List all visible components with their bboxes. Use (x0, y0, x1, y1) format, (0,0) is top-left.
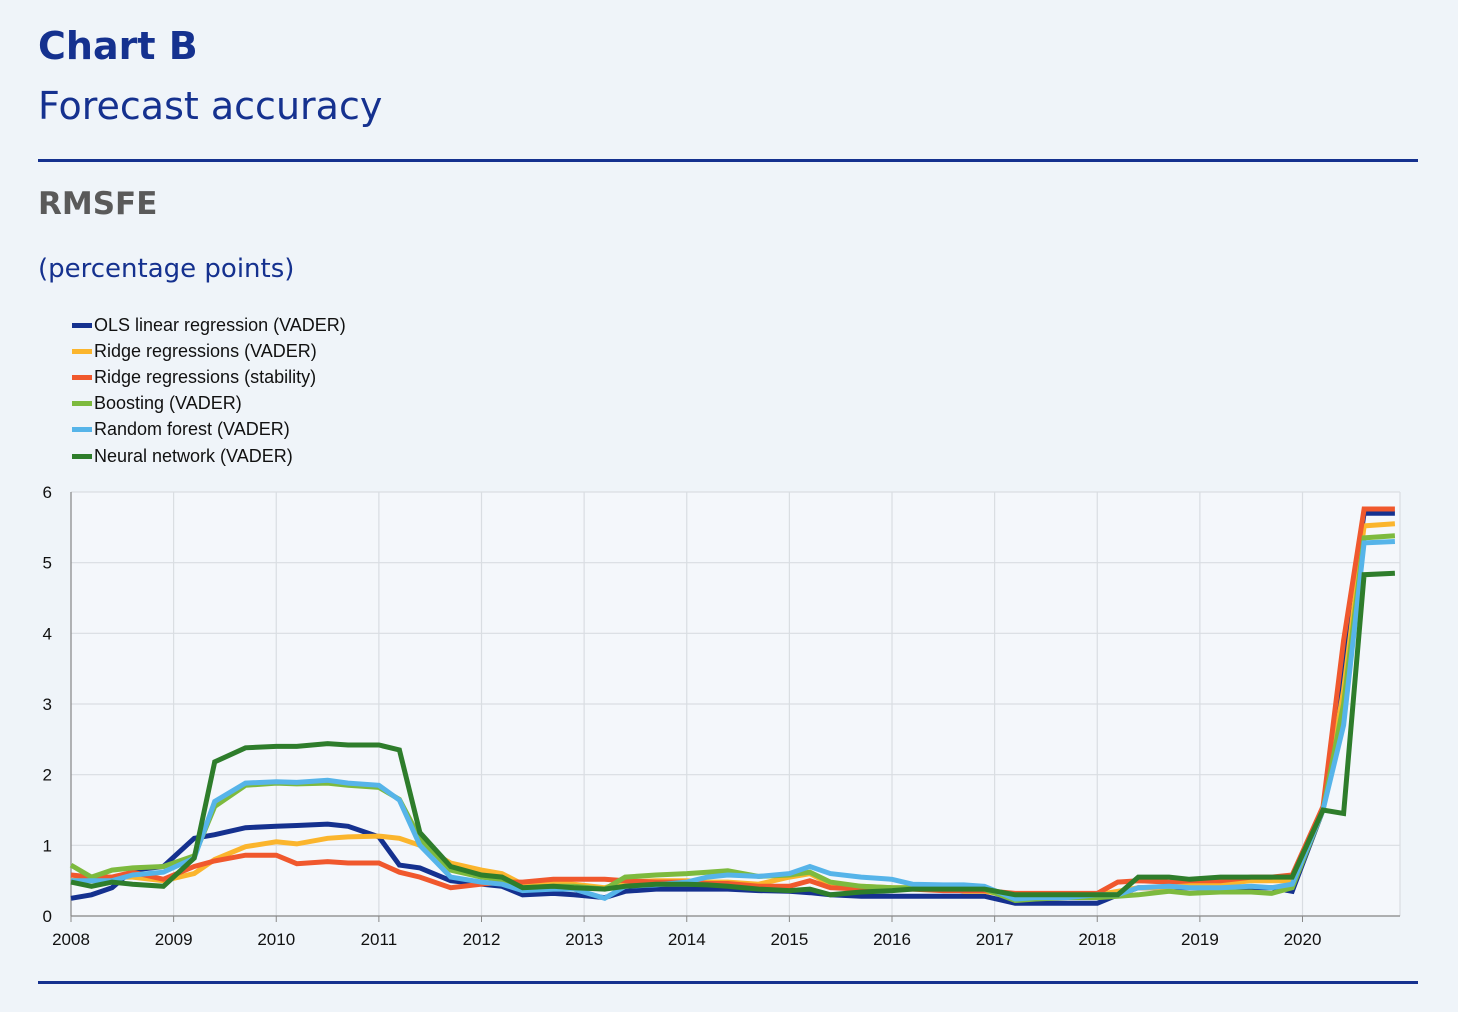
x-tick-label: 2018 (1078, 930, 1116, 949)
y-tick-label: 4 (43, 624, 52, 643)
y-tick-label: 6 (43, 483, 52, 502)
top-rule (38, 159, 1418, 162)
x-tick-label: 2014 (668, 930, 706, 949)
legend-swatch (72, 453, 92, 459)
legend-swatch (72, 322, 92, 328)
legend-item: Boosting (VADER) (72, 391, 346, 417)
grid (70, 491, 1401, 917)
legend-item: OLS linear regression (VADER) (72, 312, 346, 338)
legend-label: Random forest (VADER) (94, 419, 290, 440)
x-tick-label: 2009 (155, 930, 193, 949)
bottom-rule (38, 981, 1418, 984)
legend-item: Random forest (VADER) (72, 417, 346, 443)
x-tick-label: 2020 (1284, 930, 1322, 949)
axes: 0 1 2 3 4 5 6 2008 2009 2010 2011 2012 2013 2014 2015 2… (43, 483, 1400, 949)
legend-item: Ridge regressions (VADER) (72, 338, 346, 364)
y-tick-label: 0 (43, 907, 52, 926)
chart-title: Forecast accuracy (38, 84, 383, 128)
x-tick-label: 2012 (463, 930, 501, 949)
x-tick-label: 2011 (361, 930, 398, 949)
legend-swatch (72, 374, 92, 380)
x-tick-label: 2019 (1181, 930, 1219, 949)
legend-swatch (72, 427, 92, 433)
series-line-4 (71, 539, 1396, 902)
y-tick-label: 5 (43, 554, 52, 573)
legend-item: Ridge regressions (stability) (72, 364, 346, 390)
x-tick-label: 2008 (52, 930, 90, 949)
y-tick-label: 2 (43, 766, 52, 785)
series-line-2 (70, 506, 1395, 896)
series-lines (69, 506, 1396, 906)
chart-label: Chart B (38, 24, 198, 68)
unit-label: (percentage points) (38, 254, 295, 284)
legend-label: Ridge regressions (stability) (94, 366, 317, 387)
legend-label: Ridge regressions (VADER) (94, 340, 317, 361)
y-tick-label: 3 (43, 695, 52, 714)
x-tick-label: 2010 (257, 930, 295, 949)
x-tick-label: 2016 (873, 930, 911, 949)
legend-swatch (72, 348, 92, 354)
legend-item: Neural network (VADER) (72, 443, 346, 469)
chart-subtitle: RMSFE (38, 186, 158, 222)
series-line-5 (70, 570, 1396, 898)
legend-label: Neural network (VADER) (94, 445, 293, 466)
x-tick-label: 2013 (565, 930, 603, 949)
legend-label: OLS linear regression (VADER) (94, 314, 346, 335)
legend-swatch (72, 401, 92, 407)
x-tick-label: 2015 (770, 930, 808, 949)
legend-label: Boosting (VADER) (94, 393, 242, 414)
y-tick-label: 1 (43, 836, 52, 855)
legend: OLS linear regression (VADER) Ridge regre… (72, 312, 346, 469)
x-tick-label: 2017 (976, 930, 1014, 949)
